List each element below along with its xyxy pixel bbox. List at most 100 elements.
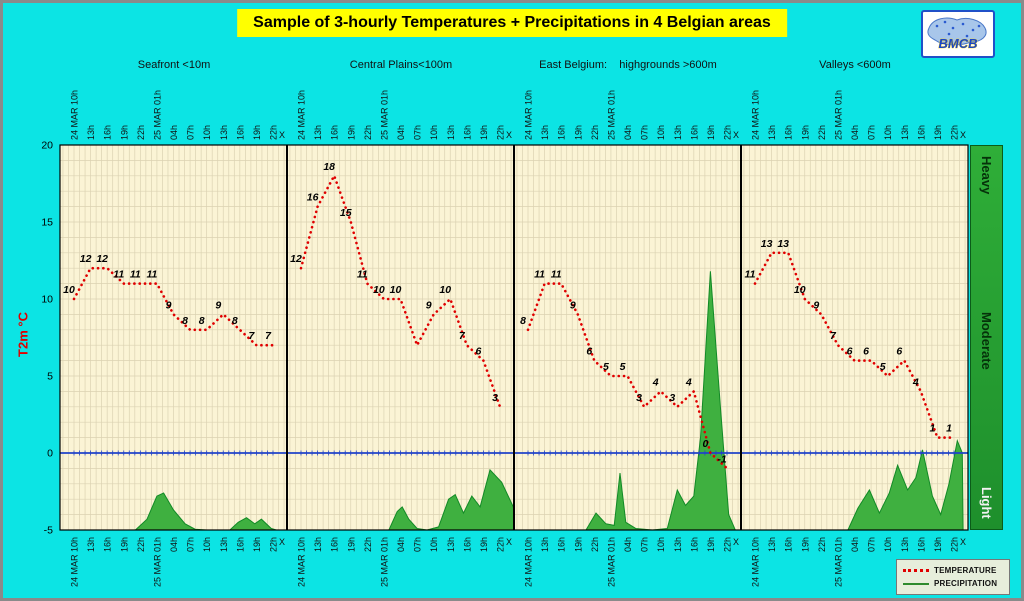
x-tick-label-bottom: 13h: [900, 537, 910, 552]
x-tick-label-top: 19h: [573, 125, 583, 140]
panel-title-seafront: Seafront <10m: [137, 59, 211, 71]
x-tick-label-bottom: 07h: [867, 537, 877, 552]
grid: [60, 144, 968, 531]
temp-value-label: 11: [534, 269, 545, 281]
temp-value-label: 6: [475, 346, 481, 358]
precipitation-legend-line: [903, 582, 929, 585]
y-tick-label: 10: [41, 294, 53, 306]
temp-value-label: 6: [896, 346, 902, 358]
x-tick-label-bottom: 22h: [590, 537, 600, 552]
temp-value-label: 7: [265, 330, 272, 342]
x-tick-label-bottom: 16h: [235, 537, 245, 552]
panel-end-label-top: X: [733, 130, 739, 140]
x-tick-label-bottom: 19h: [252, 537, 262, 552]
x-tick-label-bottom: 16h: [330, 537, 340, 552]
x-tick-label-bottom: 13h: [673, 537, 683, 552]
temperature-curve: [526, 282, 729, 470]
intensity-label-heavy: Heavy: [979, 156, 994, 195]
temp-value-label: 4: [685, 376, 692, 388]
x-tick-label-top: 07h: [186, 125, 196, 140]
x-tick-label-top: 24 MAR 10h: [70, 90, 80, 140]
x-axis-tick-labels: 24 MAR 10h 24 MAR 10h 13h 13h 16h 16h 19h 19h 22…: [70, 90, 286, 587]
x-tick-label-top: 16h: [557, 125, 567, 140]
panel-end-label-bottom: X: [506, 537, 512, 547]
x-tick-label-top: 22h: [363, 125, 373, 140]
x-tick-label-bottom: 25 MAR 01h: [606, 537, 616, 587]
x-tick-label-top: 24 MAR 10h: [297, 90, 307, 140]
x-tick-label-bottom: 19h: [119, 537, 129, 552]
x-tick-label-bottom: 16h: [557, 537, 567, 552]
x-tick-label-top: 16h: [235, 125, 245, 140]
temp-value-label: 8: [182, 315, 188, 327]
legend: TEMPERATURE PRECIPITATION: [896, 559, 1010, 595]
panel-title-central-plains: Central Plains<100m: [349, 59, 453, 71]
x-tick-label-bottom: 04h: [396, 537, 406, 552]
y-tick-label: 5: [47, 371, 53, 383]
temp-value-label: 5: [620, 361, 626, 373]
temp-value-label: 12: [290, 253, 302, 265]
x-tick-label-bottom: 04h: [169, 537, 179, 552]
temp-value-label: 16: [307, 192, 319, 204]
temp-value-label: 10: [794, 284, 806, 296]
temp-value-label: 3: [669, 392, 675, 404]
bmcb-logo: BMCB: [921, 10, 995, 58]
precipitation-area: [388, 468, 514, 530]
x-tick-label-bottom: 19h: [933, 537, 943, 552]
x-tick-label-bottom: 10h: [656, 537, 666, 552]
x-tick-label-bottom: 24 MAR 10h: [524, 537, 534, 587]
intensity-label-moderate: Moderate: [979, 311, 994, 370]
x-tick-label-top: 13h: [313, 125, 323, 140]
panel-end-label-bottom: X: [960, 537, 966, 547]
temp-value-label: 15: [340, 207, 352, 219]
x-tick-label-bottom: 22h: [269, 537, 279, 552]
temperature-legend-label: TEMPERATURE: [934, 566, 997, 575]
temp-value-label: 7: [830, 330, 837, 342]
x-tick-label-top: 19h: [933, 125, 943, 140]
x-tick-label-bottom: 22h: [496, 537, 506, 552]
x-tick-label-bottom: 13h: [219, 537, 229, 552]
precipitation-legend-label: PRECIPITATION: [934, 579, 998, 588]
x-tick-label-bottom: 16h: [784, 537, 794, 552]
x-axis-tick-labels: 24 MAR 10h 24 MAR 10h 13h 13h 16h 16h 19h 19h 22…: [524, 90, 740, 587]
bmcb-logo-graphic: BMCB: [927, 17, 987, 51]
temp-value-label: 5: [603, 361, 609, 373]
x-tick-label-bottom: 25 MAR 01h: [379, 537, 389, 587]
x-tick-label-top: 25 MAR 01h: [606, 90, 616, 140]
x-tick-label-top: 04h: [169, 125, 179, 140]
x-tick-label-bottom: 07h: [413, 537, 423, 552]
x-tick-label-bottom: 25 MAR 01h: [152, 537, 162, 587]
x-tick-label-top: 25 MAR 01h: [833, 90, 843, 140]
x-tick-label-bottom: 22h: [363, 537, 373, 552]
x-tick-label-bottom: 13h: [446, 537, 456, 552]
legend-row-precipitation: PRECIPITATION: [903, 577, 1003, 590]
x-tick-label-bottom: 13h: [540, 537, 550, 552]
x-tick-label-bottom: 10h: [429, 537, 439, 552]
x-tick-label-top: 25 MAR 01h: [152, 90, 162, 140]
x-tick-label-bottom: 24 MAR 10h: [70, 537, 80, 587]
temp-value-label: 12: [80, 253, 92, 265]
x-tick-label-bottom: 16h: [103, 537, 113, 552]
x-tick-label-top: 25 MAR 01h: [379, 90, 389, 140]
temp-value-label: 6: [586, 346, 592, 358]
temp-value-label: 13: [777, 238, 789, 250]
temp-value-label: 10: [373, 284, 385, 296]
temp-value-label: 8: [232, 315, 238, 327]
x-tick-label-top: 19h: [119, 125, 129, 140]
x-tick-label-bottom: 19h: [479, 537, 489, 552]
x-tick-label-bottom: 07h: [186, 537, 196, 552]
x-tick-label-top: 16h: [330, 125, 340, 140]
x-tick-label-bottom: 19h: [573, 537, 583, 552]
temp-value-label: 5: [880, 361, 886, 373]
temp-value-label: 11: [113, 269, 124, 281]
x-tick-label-top: 22h: [723, 125, 733, 140]
map-dots: [935, 20, 981, 38]
x-tick-label-top: 22h: [136, 125, 146, 140]
y-tick-label: 0: [47, 448, 53, 460]
panel-title-east-belgium: East Belgium: highgrounds >600m: [539, 59, 717, 71]
page-title: Sample of 3-hourly Temperatures + Precip…: [237, 9, 787, 37]
panel-title-valleys: Valleys <600m: [819, 59, 891, 71]
x-tick-label-bottom: 10h: [202, 537, 212, 552]
precipitation-area: [134, 492, 277, 530]
